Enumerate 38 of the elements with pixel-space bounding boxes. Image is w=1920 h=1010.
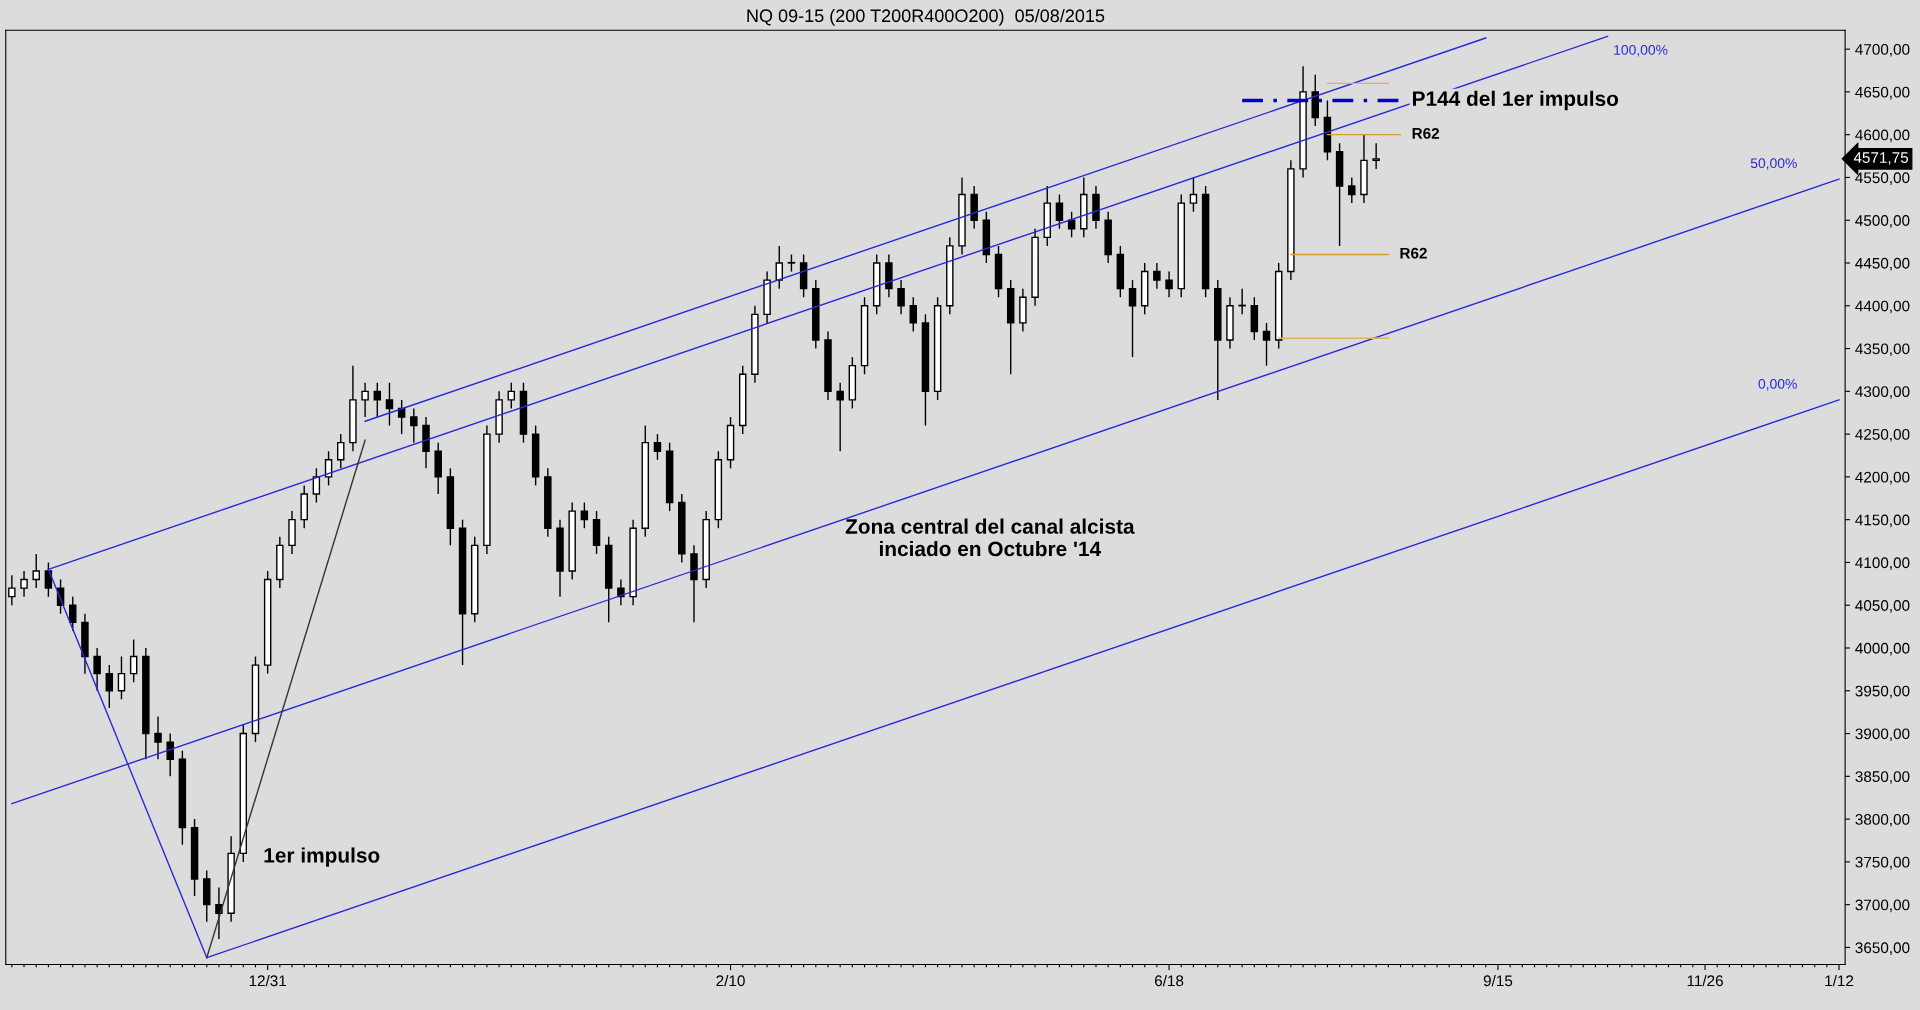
- y-tick-label: 3800,00: [1855, 813, 1910, 827]
- y-tick-label: 4050,00: [1855, 600, 1910, 613]
- y-tick-label: 4300,00: [1855, 386, 1910, 399]
- series-label: R62: [1400, 247, 1427, 259]
- series-label: 100,00%: [1614, 44, 1668, 57]
- annotation: Zona central del canal alcista inciado en Octubre '14: [845, 518, 1135, 557]
- series-label: 50,00%: [1750, 158, 1797, 170]
- x-tick-label: 6/18: [1154, 974, 1184, 987]
- x-tick-label: 9/15: [1483, 974, 1513, 987]
- text: 4571,75: [1853, 152, 1909, 165]
- y-tick-label: 4350,00: [1855, 343, 1910, 357]
- x-tick-label: 2/10: [716, 974, 745, 987]
- y-tick-label: 4200,00: [1855, 471, 1910, 485]
- x-tick-label: 1/12: [1825, 974, 1854, 987]
- annotation: 1er impulso: [264, 847, 380, 867]
- y-tick-label: 4400,00: [1855, 300, 1910, 314]
- series-label: R62: [1412, 127, 1440, 139]
- y-tick-label: 4150,00: [1855, 514, 1910, 528]
- y-tick-label: 3850,00: [1855, 771, 1910, 784]
- y-tick-label: 3750,00: [1855, 856, 1910, 870]
- x-tick-label: 11/26: [1687, 974, 1723, 987]
- y-tick-label: 3950,00: [1855, 685, 1910, 699]
- y-tick-label: 4450,00: [1855, 257, 1910, 271]
- y-tick-label: 4250,00: [1855, 428, 1910, 442]
- y-tick-label: 4700,00: [1855, 43, 1910, 57]
- y-tick-label: 4000,00: [1855, 642, 1910, 656]
- series-label: P144 del 1er impulso: [1413, 90, 1619, 111]
- y-tick-label: 3700,00: [1855, 899, 1910, 913]
- y-tick-label: 4500,00: [1855, 215, 1910, 228]
- y-tick-label: 3650,00: [1855, 942, 1910, 955]
- series-label: 0,00%: [1758, 378, 1797, 391]
- y-tick-label: 4650,00: [1855, 86, 1910, 100]
- y-tick-label: 4100,00: [1855, 557, 1910, 570]
- y-tick-label: 4550,00: [1855, 172, 1910, 185]
- y-tick-label: 4600,00: [1855, 129, 1910, 143]
- x-tick-label: 12/31: [249, 974, 287, 987]
- y-tick-label: 3900,00: [1855, 728, 1910, 742]
- chart-title: NQ 09-15 (200 T200R400O200) 05/08/2015: [747, 8, 1105, 26]
